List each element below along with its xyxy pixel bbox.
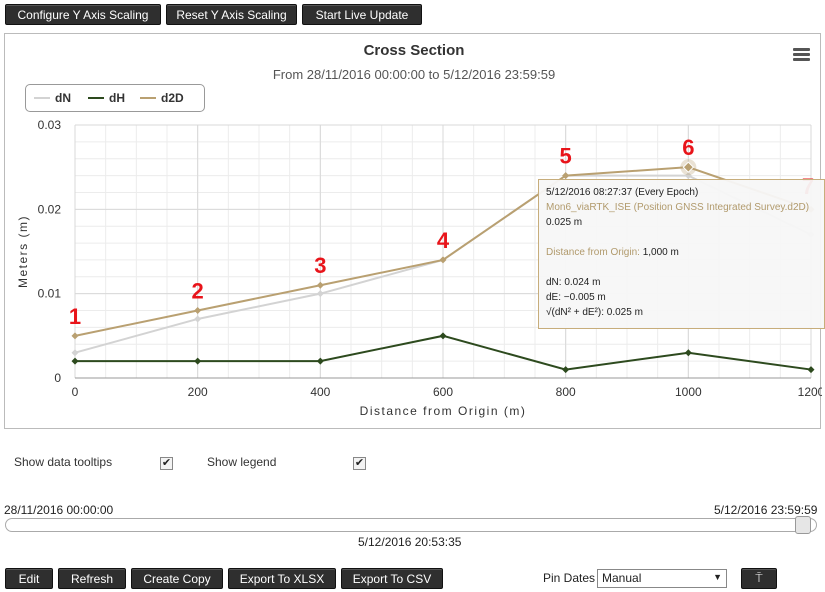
data-point-dn — [316, 290, 324, 298]
legend-swatch-dh — [88, 97, 104, 99]
annotation-label: 6 — [682, 135, 694, 160]
tooltip-formula: √(dN² + dE²): 0.025 m — [546, 307, 643, 318]
x-axis-label: Distance from Origin (m) — [360, 404, 527, 418]
data-point-dh — [71, 357, 79, 365]
data-tooltip: 5/12/2016 08:27:37 (Every Epoch) Mon6_vi… — [538, 179, 825, 329]
legend-label-dn: dN — [55, 91, 71, 105]
data-point-dh — [439, 332, 447, 340]
current-date-label: 5/12/2016 20:53:35 — [358, 535, 462, 549]
start-live-update-button[interactable]: Start Live Update — [302, 4, 422, 25]
range-end-date: 5/12/2016 23:59:59 — [714, 503, 818, 517]
tooltip-dn: dN: 0.024 m — [546, 277, 601, 288]
pin-dates-label: Pin Dates — [543, 571, 596, 585]
chart-subtitle: From 28/11/2016 00:00:00 to 5/12/2016 23… — [273, 67, 555, 82]
legend-label-dh: dH — [109, 91, 125, 105]
annotation-label: 1 — [69, 304, 81, 329]
y-tick-label: 0.03 — [38, 118, 62, 132]
cross-section-chart: 0 200 400 600 800 1000 1200 0 0.01 0.02 0.03 Cross … — [16, 42, 822, 418]
pin-icon: ⍑ — [755, 571, 763, 585]
edit-button[interactable]: Edit — [5, 568, 53, 589]
configure-y-axis-button[interactable]: Configure Y Axis Scaling — [5, 4, 161, 25]
chart-panel: 0 200 400 600 800 1000 1200 0 0.01 0.02 0.03 Cross … — [4, 33, 825, 429]
y-tick-label: 0.01 — [38, 287, 62, 301]
show-tooltips-checkbox[interactable]: ✔ — [160, 457, 173, 470]
annotation-label: 2 — [192, 279, 204, 304]
y-axis-label: Meters (m) — [16, 215, 30, 288]
annotation-label: 5 — [560, 144, 572, 169]
annotation-label: 4 — [437, 228, 450, 253]
data-point-dh — [194, 357, 202, 365]
reset-y-axis-button[interactable]: Reset Y Axis Scaling — [166, 4, 297, 25]
x-tick-label: 1000 — [675, 385, 702, 399]
annotation-label: 3 — [314, 253, 326, 278]
x-tick-label: 200 — [188, 385, 208, 399]
data-point-d2d — [439, 256, 447, 264]
tooltip-series: Mon6_viaRTK_ISE (Position GNSS Integrate… — [546, 202, 810, 213]
chart-title: Cross Section — [364, 42, 465, 59]
tooltip-value: 0.025 m — [546, 217, 583, 228]
legend-swatch-dn — [34, 97, 50, 99]
tooltip-distance-value: 1,000 m — [642, 247, 679, 258]
data-point-dn — [684, 172, 692, 180]
chart-menu-icon[interactable] — [793, 48, 810, 62]
pin-button[interactable]: ⍑ — [741, 568, 777, 589]
x-tick-label: 600 — [433, 385, 453, 399]
data-point-dh — [684, 349, 692, 357]
data-point-dh — [807, 366, 815, 374]
tooltip-timestamp: 5/12/2016 08:27:37 (Every Epoch) — [546, 187, 699, 198]
export-xlsx-button[interactable]: Export To XLSX — [228, 568, 336, 589]
x-tick-label: 400 — [310, 385, 330, 399]
date-range-slider-handle[interactable] — [795, 516, 811, 534]
show-legend-label: Show legend — [207, 455, 277, 469]
tooltip-de: dE: −0.005 m — [546, 292, 606, 303]
data-point-dn — [71, 349, 79, 357]
data-point-d2d — [194, 307, 202, 315]
data-point-dh — [316, 357, 324, 365]
y-tick-label: 0 — [54, 371, 61, 385]
legend-item-dh[interactable]: dH — [88, 91, 125, 105]
data-point-dh — [562, 366, 570, 374]
pin-dates-select[interactable]: Manual ▼ — [597, 569, 727, 588]
data-point-d2d — [316, 281, 324, 289]
data-point-dn — [194, 315, 202, 323]
data-point-d2d — [71, 332, 79, 340]
date-range-slider[interactable] — [5, 518, 817, 532]
refresh-button[interactable]: Refresh — [58, 568, 126, 589]
show-tooltips-label: Show data tooltips — [14, 455, 113, 469]
x-tick-label: 0 — [72, 385, 79, 399]
pin-dates-value: Manual — [602, 571, 642, 585]
legend-item-d2d[interactable]: d2D — [140, 91, 184, 105]
y-tick-label: 0.02 — [38, 202, 62, 216]
show-legend-checkbox[interactable]: ✔ — [353, 457, 366, 470]
legend-swatch-d2d — [140, 97, 156, 99]
range-start-date: 28/11/2016 00:00:00 — [4, 503, 114, 517]
legend-label-d2d: d2D — [161, 91, 184, 105]
data-point-d2d — [562, 172, 570, 180]
hover-point — [682, 161, 695, 173]
chevron-down-icon: ▼ — [713, 572, 722, 582]
tooltip-distance: Distance from Origin: 1,000 m — [546, 245, 817, 260]
create-copy-button[interactable]: Create Copy — [131, 568, 223, 589]
tooltip-distance-label: Distance from Origin: — [546, 247, 640, 258]
export-csv-button[interactable]: Export To CSV — [341, 568, 443, 589]
x-tick-label: 1200 — [798, 385, 822, 399]
x-tick-label: 800 — [556, 385, 576, 399]
legend-item-dn[interactable]: dN — [34, 91, 71, 105]
chart-legend: dN dH d2D — [25, 84, 205, 112]
